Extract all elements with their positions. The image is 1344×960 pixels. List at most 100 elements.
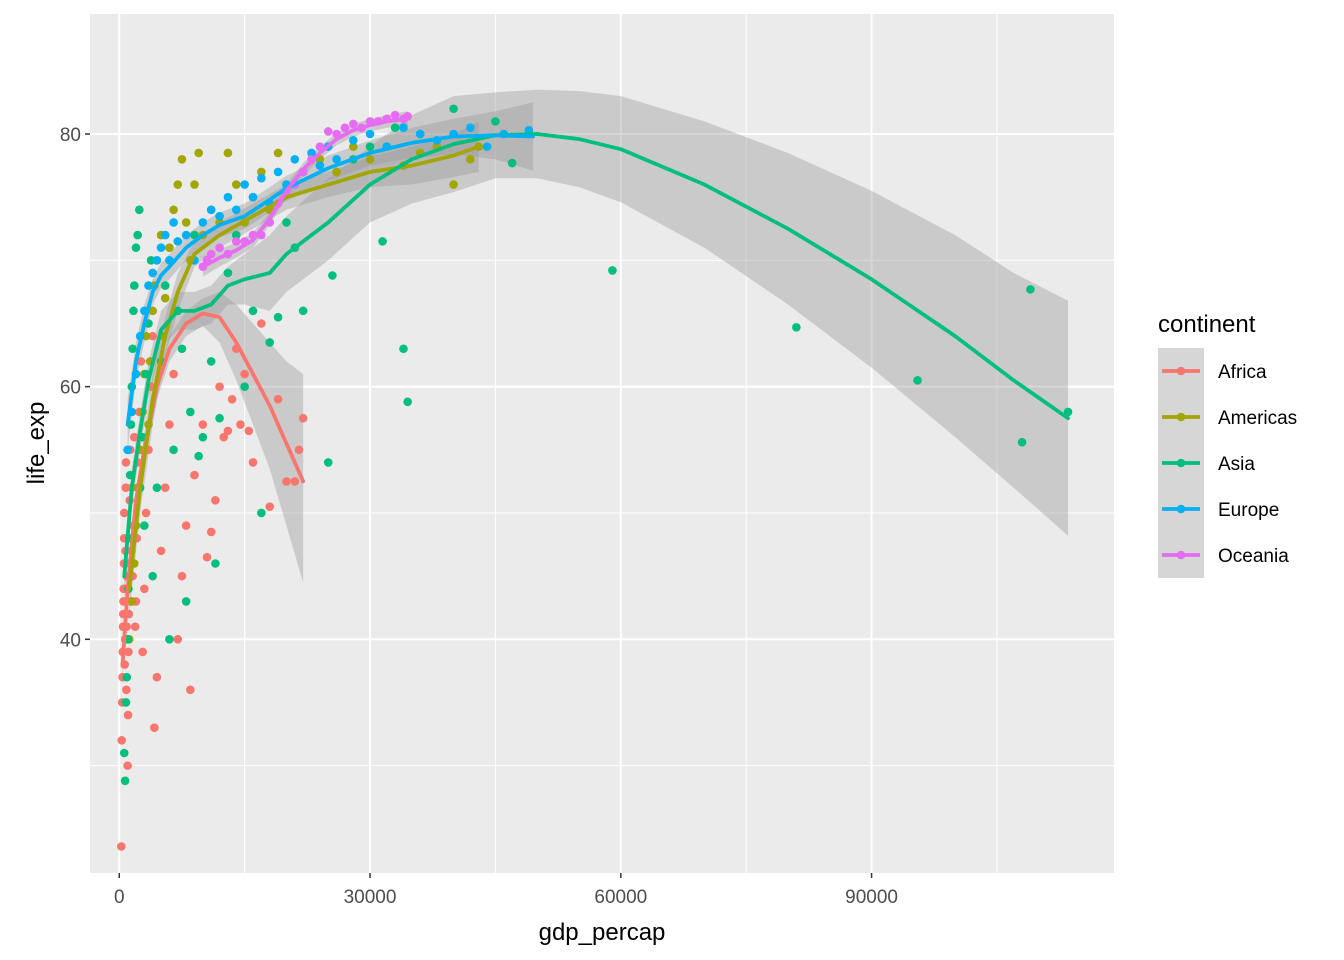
confidence-band-asia: [124, 89, 1069, 602]
data-point-europe: [257, 173, 266, 183]
data-point-asia: [152, 483, 162, 493]
data-point-asia: [507, 158, 517, 168]
legend: continent Africa Americas Asia Europe Oceani…: [1158, 311, 1297, 578]
plot-panel: [90, 14, 1114, 873]
data-point-oceania: [231, 237, 241, 246]
data-point-europe: [399, 123, 408, 132]
data-point-africa: [290, 477, 300, 486]
x-tick-label: 60000: [594, 887, 647, 908]
data-point-asia: [135, 205, 144, 215]
data-point-europe: [466, 123, 475, 132]
data-point-africa: [294, 445, 304, 455]
data-point-europe: [173, 237, 183, 246]
data-point-asia: [323, 458, 333, 467]
data-point-americas: [449, 180, 458, 189]
legend-label-europe: Europe: [1218, 500, 1279, 521]
x-axis-title: gdp_percap: [539, 919, 666, 946]
data-point-europe: [273, 167, 283, 177]
x-tick-label: 30000: [344, 887, 397, 908]
data-point-asia: [1063, 407, 1073, 417]
data-point-asia: [378, 237, 387, 246]
data-point-europe: [156, 243, 166, 252]
data-point-asia: [181, 597, 191, 606]
x-tick-label: 90000: [845, 887, 898, 908]
data-point-europe: [223, 192, 233, 202]
data-point-asia: [215, 413, 224, 423]
data-point-oceania: [349, 119, 358, 129]
confidence-band-africa: [122, 291, 304, 678]
data-point-americas: [223, 148, 233, 158]
data-point-asia: [240, 382, 249, 391]
data-point-asia: [608, 266, 617, 275]
data-point-americas: [165, 243, 174, 252]
data-point-americas: [173, 180, 183, 189]
data-point-africa: [219, 432, 229, 442]
legend-label-oceania: Oceania: [1218, 546, 1289, 567]
data-point-africa: [130, 622, 140, 631]
data-point-asia: [403, 397, 412, 407]
data-point-americas: [273, 148, 283, 158]
data-point-europe: [160, 230, 170, 240]
data-point-africa: [119, 508, 129, 518]
data-point-africa: [121, 483, 131, 493]
legend-label-asia: Asia: [1218, 454, 1255, 475]
data-point-asia: [140, 521, 149, 530]
data-point-asia: [130, 281, 139, 290]
data-point-asia: [211, 559, 220, 568]
data-point-africa: [160, 483, 170, 493]
data-point-africa: [223, 426, 233, 436]
data-point-africa: [173, 635, 183, 644]
data-point-asia: [365, 142, 375, 151]
data-point-europe: [415, 129, 425, 139]
data-point-americas: [349, 142, 358, 151]
data-point-africa: [156, 546, 166, 556]
data-point-asia: [122, 672, 132, 682]
trend-lines: [120, 116, 1070, 667]
data-point-oceania: [206, 249, 216, 259]
y-tick-label: 40: [60, 630, 81, 651]
legend-key-point: [1176, 458, 1186, 468]
trend-line-europe: [125, 133, 535, 427]
data-point-asia: [206, 357, 216, 366]
trend-line-africa: [120, 311, 306, 667]
data-point-europe: [290, 154, 300, 164]
legend-key-point: [1176, 366, 1186, 376]
data-point-oceania: [390, 110, 400, 120]
y-tick-label: 80: [60, 125, 81, 146]
data-point-asia: [1017, 437, 1027, 447]
data-point-asia: [223, 268, 233, 278]
data-point-africa: [198, 420, 208, 429]
data-point-africa: [227, 394, 237, 404]
data-point-asia: [190, 230, 199, 240]
data-point-europe: [365, 129, 375, 139]
data-point-asia: [160, 281, 170, 290]
data-point-africa: [211, 496, 220, 505]
data-point-europe: [152, 256, 162, 265]
data-point-asia: [119, 748, 129, 758]
data-point-africa: [257, 319, 266, 328]
data-point-africa: [169, 369, 178, 379]
data-point-asia: [265, 338, 275, 347]
data-point-asia: [128, 344, 137, 354]
confidence-band-americas: [129, 121, 479, 615]
data-point-africa: [265, 502, 275, 511]
data-point-africa: [273, 394, 283, 404]
data-point-oceania: [215, 243, 224, 252]
data-point-europe: [231, 205, 241, 215]
data-point-europe: [307, 148, 316, 158]
legend-label-africa: Africa: [1218, 362, 1267, 383]
data-point-europe: [349, 136, 358, 145]
data-point-africa: [152, 672, 162, 682]
data-point-asia: [129, 306, 138, 316]
data-point-africa: [206, 527, 216, 537]
data-point-africa: [177, 571, 187, 581]
data-point-africa: [248, 458, 258, 467]
data-point-africa: [123, 710, 133, 720]
data-point-asia: [248, 306, 258, 316]
data-point-asia: [298, 306, 308, 316]
data-point-europe: [198, 218, 208, 227]
data-point-asia: [390, 123, 400, 132]
y-tick-label: 60: [60, 378, 81, 399]
legend-key-point: [1176, 550, 1186, 560]
